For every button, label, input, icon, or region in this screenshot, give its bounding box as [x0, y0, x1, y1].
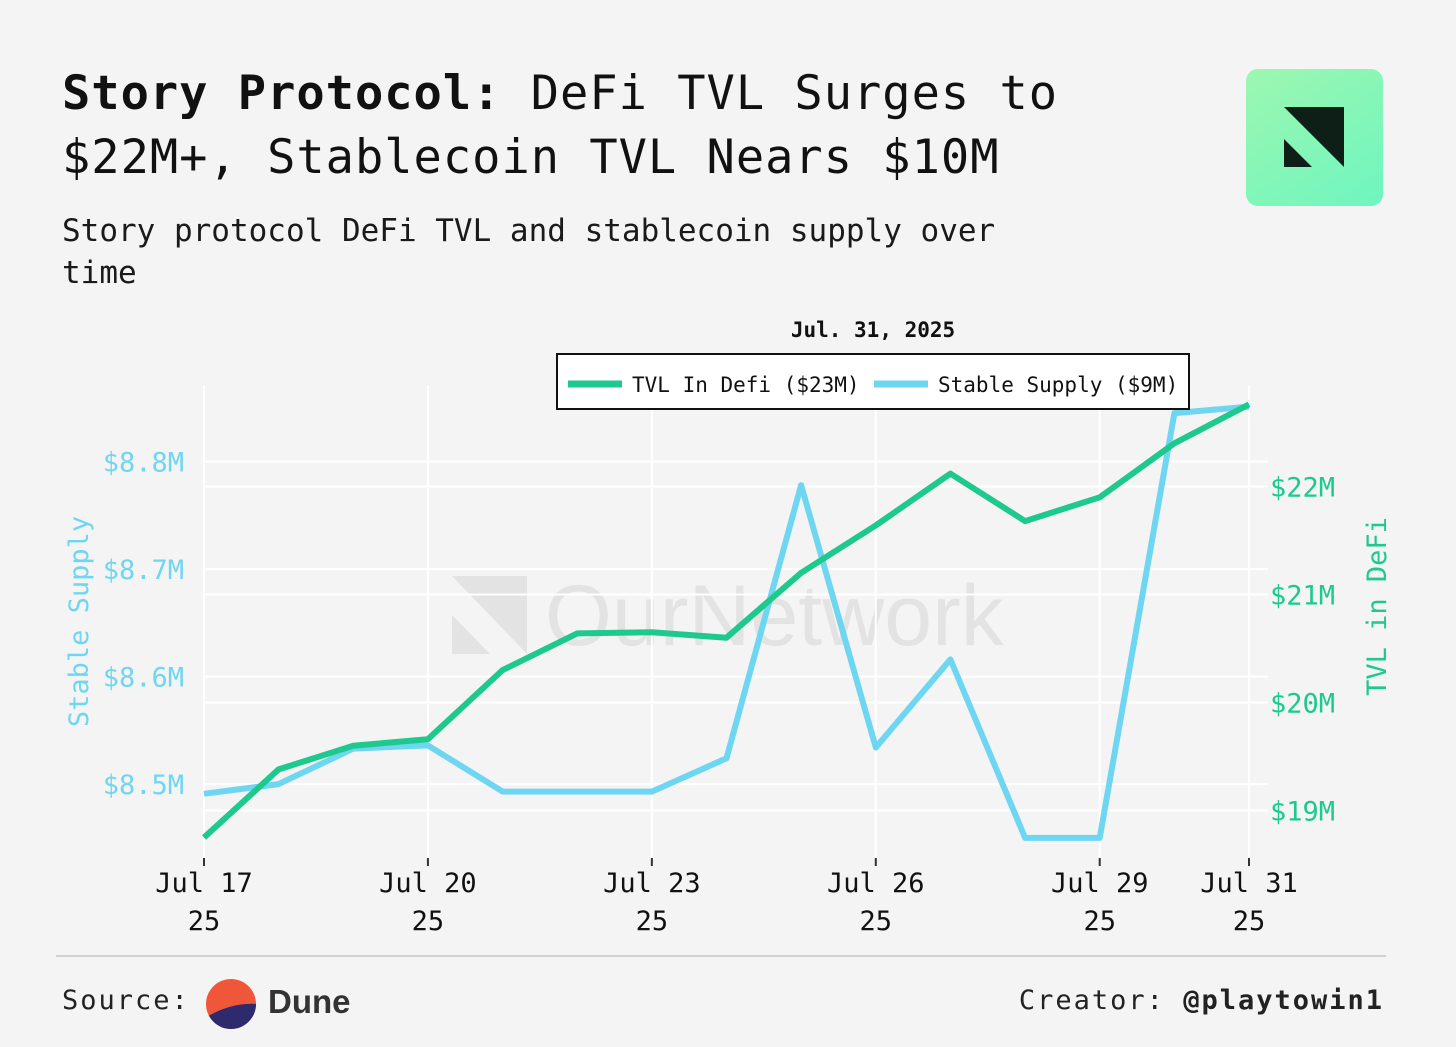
y-left-tick-label: $8.8M: [103, 447, 184, 478]
creator: Creator: @playtowin1: [1019, 985, 1384, 1016]
chart-title-bold: Story Protocol:: [62, 66, 502, 121]
x-tick-label: 25: [860, 906, 893, 937]
x-tick-label: 25: [412, 906, 445, 937]
x-tick-label: 25: [1083, 906, 1116, 937]
x-tick-label: 25: [188, 906, 221, 937]
x-tick-label: 25: [1233, 906, 1266, 937]
legend-label-tvl: TVL In Defi ($23M): [632, 373, 860, 397]
chart-title: Story Protocol: DeFi TVL Surges to $22M+…: [62, 62, 1192, 190]
creator-label: Creator:: [1018, 985, 1165, 1016]
hover-date-label: Jul. 31, 2025: [791, 318, 955, 342]
chart-subtitle: Story protocol DeFi TVL and stablecoin s…: [62, 213, 996, 291]
x-tick-label: Jul 20: [379, 868, 477, 899]
watermark-logo-shape: [452, 615, 490, 654]
y-right-tick-label: $22M: [1270, 473, 1335, 504]
chart-title-rest: DeFi TVL Surges to $22M+, Stablecoin TVL…: [62, 66, 1059, 185]
legend-box: [556, 353, 1190, 410]
x-tick-label: Jul 26: [827, 868, 925, 899]
ournetwork-logo-icon: [1284, 107, 1344, 167]
source-name: Dune: [268, 983, 351, 1020]
x-tick-label: 25: [636, 906, 669, 937]
x-tick-label: Jul 31: [1200, 868, 1298, 899]
y-right-axis-title: TVL in DeFi: [1362, 517, 1393, 696]
x-tick-label: Jul 29: [1051, 868, 1149, 899]
creator-handle: @playtowin1: [1183, 985, 1384, 1016]
source-label: Source:: [62, 985, 190, 1016]
stable-supply-line: [203, 403, 1250, 841]
y-right-tick-label: $20M: [1270, 688, 1335, 719]
footer-divider: [56, 955, 1386, 957]
dune-logo-icon: [206, 979, 256, 1029]
x-tick-label: Jul 23: [603, 868, 701, 899]
y-left-axis-title: Stable Supply: [64, 516, 95, 727]
legend-label-stable: Stable Supply ($9M): [938, 373, 1178, 397]
y-right-tick-label: $21M: [1270, 581, 1335, 612]
x-tick-label: Jul 17: [155, 868, 253, 899]
y-left-tick-label: $8.6M: [103, 663, 184, 694]
y-left-tick-label: $8.7M: [103, 555, 184, 586]
y-right-tick-label: $19M: [1270, 796, 1335, 827]
y-left-tick-label: $8.5M: [103, 770, 184, 801]
tvl-defi-line: [201, 401, 1251, 840]
ournetwork-logo: [1246, 69, 1383, 206]
